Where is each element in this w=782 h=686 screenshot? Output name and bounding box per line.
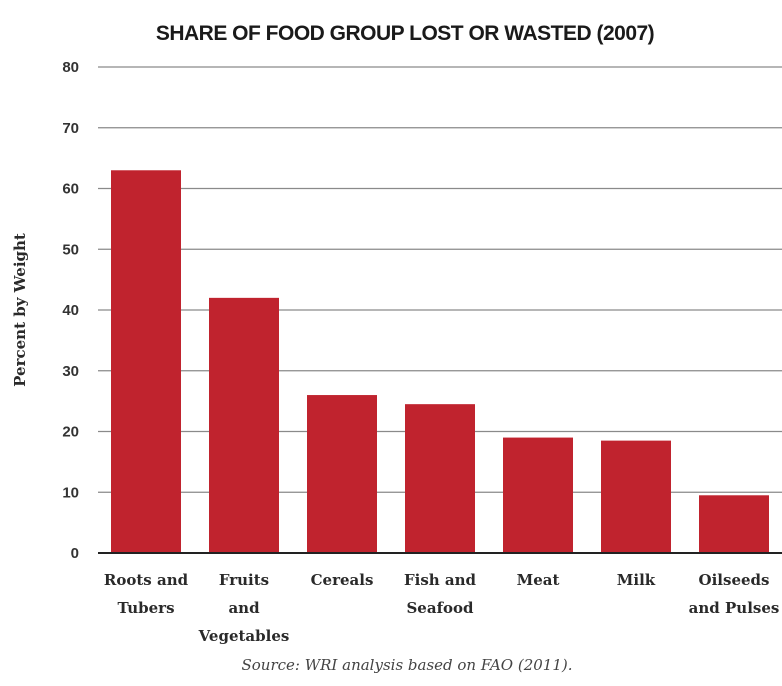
x-tick-label: Oilseeds and Pulses <box>689 571 780 617</box>
y-tick-label: 80 <box>62 59 79 76</box>
x-tick-label: Roots and Tubers <box>104 571 189 617</box>
y-tick-label: 50 <box>62 241 79 258</box>
chart-title: SHARE OF FOOD GROUP LOST OR WASTED (2007… <box>156 22 654 45</box>
x-axis-ticks: Roots and Tubers Fruits and Vegetables Cereal… <box>104 571 779 645</box>
bar <box>209 297 279 553</box>
bar <box>699 495 769 553</box>
bar <box>405 404 475 553</box>
y-tick-label: 30 <box>62 363 79 380</box>
x-tick-label-line: Cereals <box>311 571 374 589</box>
x-tick-label: Fruits and Vegetables <box>198 571 290 645</box>
x-tick-label-line: Tubers <box>117 599 174 617</box>
bar <box>111 170 181 553</box>
bars <box>111 170 769 553</box>
bar <box>601 440 671 553</box>
x-tick-label-line: and <box>228 599 260 617</box>
y-tick-label: 10 <box>62 484 79 501</box>
y-tick-label: 60 <box>62 181 79 198</box>
x-tick-label-line: and Pulses <box>689 599 780 617</box>
x-tick-label: Cereals <box>311 571 374 589</box>
bar <box>503 437 573 553</box>
x-tick-label-line: Roots and <box>104 571 189 589</box>
x-tick-label: Milk <box>617 571 656 589</box>
source-note: Source: WRI analysis based on FAO (2011)… <box>241 656 572 674</box>
y-tick-label: 40 <box>62 302 79 319</box>
x-tick-label-line: Meat <box>517 571 560 589</box>
x-tick-label-line: Fish and <box>404 571 477 589</box>
x-tick-label: Fish and Seafood <box>404 571 477 617</box>
y-axis-label: Percent by Weight <box>11 233 29 387</box>
x-tick-label-line: Milk <box>617 571 656 589</box>
y-tick-label: 70 <box>62 120 79 137</box>
y-tick-label: 20 <box>62 424 79 441</box>
y-tick-label: 0 <box>71 545 79 562</box>
bar <box>307 395 377 553</box>
x-tick-label-line: Seafood <box>406 599 474 617</box>
x-tick-label-line: Fruits <box>219 571 269 589</box>
y-axis-ticks: 0 10 20 30 40 50 60 70 80 <box>62 59 79 562</box>
x-tick-label-line: Oilseeds <box>699 571 770 589</box>
x-tick-label: Meat <box>517 571 560 589</box>
x-tick-label-line: Vegetables <box>198 627 290 645</box>
